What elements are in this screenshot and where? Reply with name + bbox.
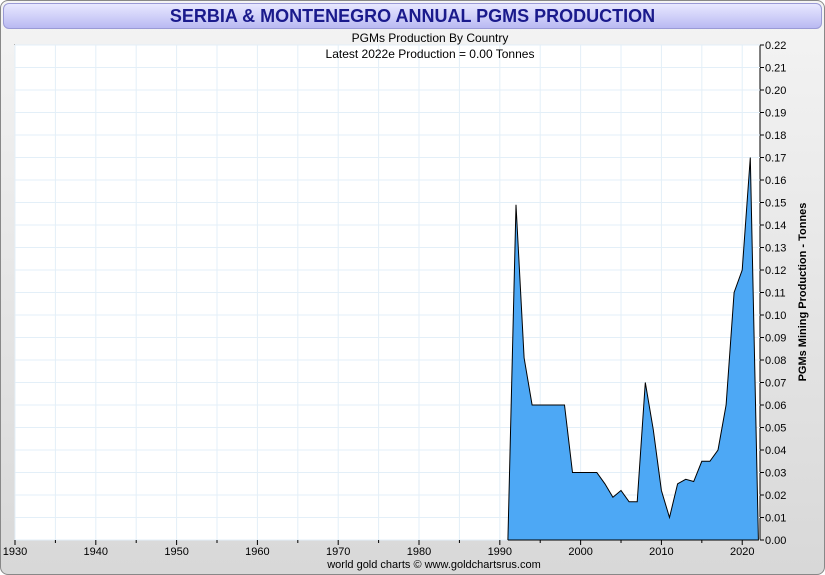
y-tick-label: 0.14 [765,220,786,232]
x-tick-label: 1980 [407,546,431,558]
y-tick-label: 0.12 [765,265,786,277]
y-tick-label: 0.04 [765,445,786,457]
y-tick-label: 0.10 [765,310,786,322]
y-tick-label: 0.19 [765,108,786,120]
y-tick-label: 0.08 [765,355,786,367]
y-tick-label: 0.17 [765,153,786,165]
y-tick-label: 0.22 [765,40,786,52]
y-tick-label: 0.16 [765,175,786,187]
y-tick-label: 0.03 [765,468,786,480]
chart-annotation: Latest 2022e Production = 0.00 Tonnes [326,47,535,61]
chart-subtitle: PGMs Production By Country [352,31,509,45]
chart-title: SERBIA & MONTENEGRO ANNUAL PGMS PRODUCTI… [3,3,822,29]
y-tick-label: 0.01 [765,513,786,525]
y-tick-label: 0.21 [765,63,786,75]
x-tick-label: 1940 [84,546,108,558]
y-tick-label: 0.11 [765,288,786,300]
y-tick-label: 0.00 [765,535,786,547]
y-tick-label: 0.13 [765,243,786,255]
production-area [507,157,759,541]
x-tick-label: 1970 [326,546,350,558]
x-tick-label: 2020 [730,546,754,558]
x-tick-label: 1950 [164,546,188,558]
chart-footer: world gold charts © www.goldchartsrus.co… [326,559,541,571]
x-tick-label: 1990 [488,546,512,558]
y-tick-label: 0.15 [765,198,786,210]
y-tick-label: 0.07 [765,378,786,390]
x-tick-label: 2000 [568,546,592,558]
x-tick-label: 1930 [3,546,27,558]
y-axis-label: PGMs Mining Production - Tonnes [797,203,809,382]
y-tick-label: 0.18 [765,130,786,142]
y-tick-label: 0.20 [765,85,786,97]
y-tick-label: 0.05 [765,423,786,435]
x-tick-label: 1960 [245,546,269,558]
y-tick-label: 0.09 [765,333,786,345]
y-tick-label: 0.06 [765,400,786,412]
y-tick-label: 0.02 [765,490,786,502]
x-tick-label: 2010 [649,546,673,558]
